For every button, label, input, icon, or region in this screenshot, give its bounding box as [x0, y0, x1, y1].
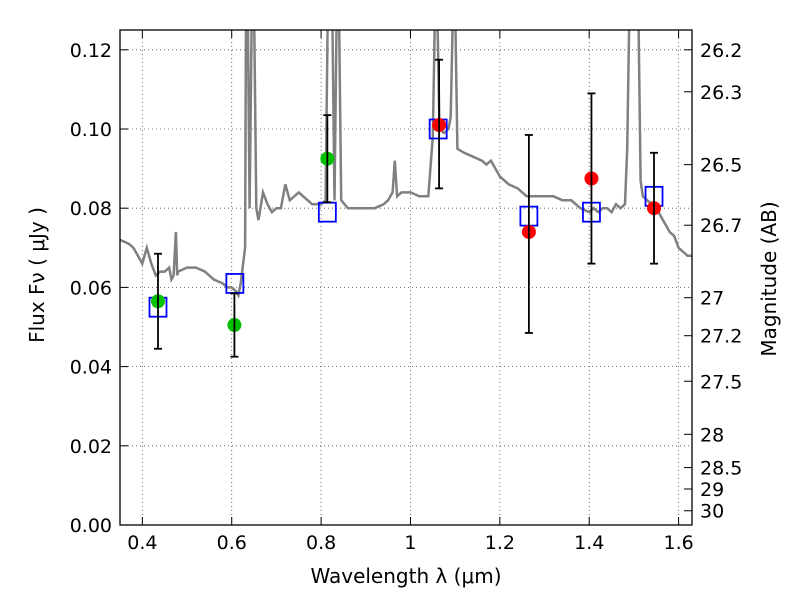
y2-tick-label: 27.5 [700, 371, 742, 393]
axes: 0.4 0.6 0.8 1 1.2 1.4 1.6 0.00 0.02 0.04 0.06 0.08 0… [70, 29, 742, 554]
y2-tick-label: 28.5 [700, 458, 742, 480]
model-spectrum-line [120, 30, 692, 299]
y2-axis-label: Magnitude (AB) [757, 201, 781, 356]
x-tick-label: 1.6 [663, 532, 693, 554]
y-axis-label: Flux Fν ( μJy ) [25, 207, 49, 343]
y2-tick-label: 29 [700, 479, 724, 501]
y-tick-label: 0.02 [70, 436, 112, 458]
y2-tick-label: 26.7 [700, 215, 742, 237]
y-tick-label: 0.08 [70, 198, 112, 220]
y2-tick-label: 27.2 [700, 326, 742, 348]
y2-tick-label: 28 [700, 424, 724, 446]
x-tick-label: 1 [404, 532, 416, 554]
plot-frame [119, 29, 693, 526]
y-tick-label: 0.00 [70, 515, 112, 537]
plot-area [120, 30, 692, 358]
y2-tick-label: 30 [700, 501, 724, 523]
y-tick-label: 0.04 [70, 357, 112, 379]
grid-lines [120, 30, 692, 526]
x-tick-label: 1.4 [574, 532, 604, 554]
y2-tick-label: 26.3 [700, 82, 742, 104]
y2-tick-label: 27 [700, 288, 724, 310]
x-tick-label: 1.2 [485, 532, 515, 554]
x-tick-label: 0.4 [127, 532, 157, 554]
y-tick-label: 0.06 [70, 277, 112, 299]
y2-tick-label: 26.2 [700, 40, 742, 62]
y-tick-label: 0.10 [70, 119, 112, 141]
x-tick-label: 0.8 [306, 532, 336, 554]
x-axis-label: Wavelength λ (μm) [310, 564, 501, 588]
x-tick-label: 0.6 [217, 532, 247, 554]
y2-tick-label: 26.5 [700, 155, 742, 177]
y-tick-label: 0.12 [70, 40, 112, 62]
